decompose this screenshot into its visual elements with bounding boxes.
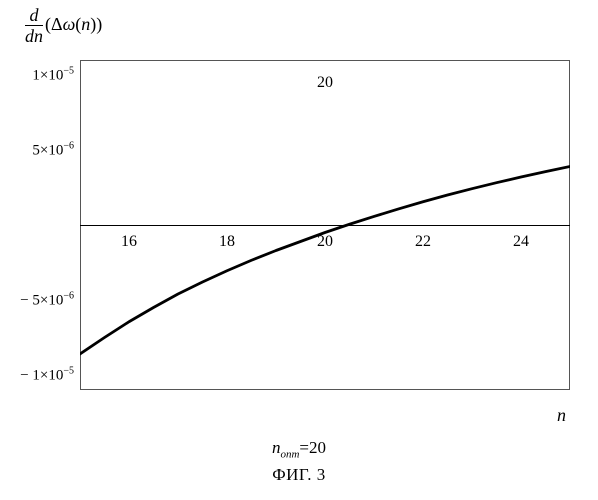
figure-caption: ФИГ. 3: [0, 465, 598, 485]
chart-plot-area: 20 − 1×10−5− 5×10−65×10−61×10−5 16182022…: [80, 60, 570, 390]
y-axis-label: d dn (Δω(n)): [25, 6, 102, 46]
curve-svg: [80, 60, 570, 390]
x-axis-label: n: [557, 405, 566, 426]
below-equation: nопт=20: [0, 438, 598, 460]
y-tick-label: − 5×10−6: [20, 291, 74, 310]
curve-path: [80, 167, 570, 355]
y-tick-label: 1×10−5: [32, 66, 74, 85]
y-tick-label: 5×10−6: [32, 141, 74, 160]
eq-sub: опт: [280, 448, 299, 460]
y-tick-label: − 1×10−5: [20, 366, 74, 385]
eq-rhs: 20: [309, 438, 326, 457]
